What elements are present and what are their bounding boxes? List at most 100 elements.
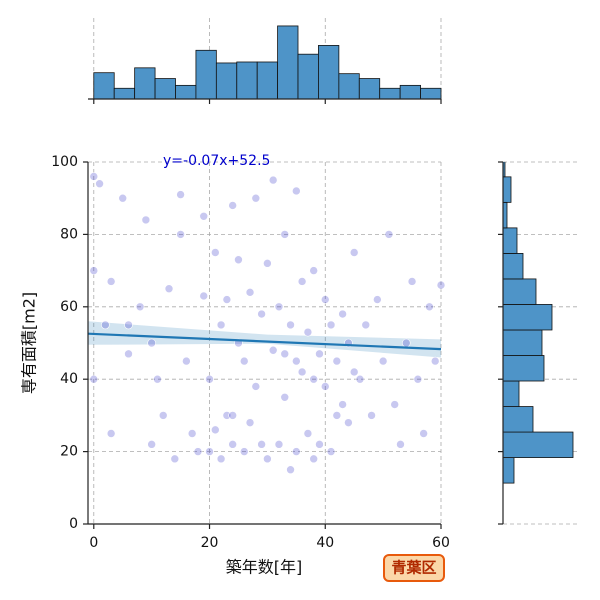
- x-tick-label: 40: [316, 535, 334, 551]
- point: [89, 266, 99, 275]
- x-axis-label: 築年数[年]: [226, 558, 303, 577]
- point: [182, 356, 191, 366]
- point: [228, 440, 237, 449]
- hist-bar: [503, 457, 515, 484]
- hist-bar: [297, 53, 319, 100]
- point: [176, 230, 185, 239]
- hist-bar: [503, 253, 524, 280]
- hist-bar: [154, 78, 176, 100]
- point: [349, 367, 359, 377]
- point: [338, 400, 347, 409]
- point: [141, 215, 151, 225]
- point: [315, 440, 324, 449]
- hist-bar: [318, 45, 340, 100]
- point: [338, 309, 347, 319]
- point: [199, 212, 209, 221]
- point: [158, 411, 168, 420]
- point: [425, 302, 434, 312]
- hist-bar: [503, 329, 543, 356]
- point: [430, 356, 440, 366]
- hist-bar: [503, 176, 512, 203]
- point: [326, 447, 336, 456]
- point: [245, 418, 255, 427]
- point: [292, 447, 301, 456]
- confidence-band: [88, 321, 441, 358]
- point: [419, 429, 428, 438]
- point: [164, 284, 174, 294]
- hist-bar: [503, 355, 545, 382]
- point: [344, 418, 353, 427]
- point: [211, 248, 220, 257]
- badge-box: [383, 554, 445, 582]
- y-tick-label: 0: [69, 516, 78, 532]
- point: [124, 349, 133, 359]
- hist-bar: [113, 87, 136, 100]
- point: [384, 230, 394, 239]
- point: [187, 429, 197, 438]
- point: [153, 374, 162, 384]
- point: [297, 277, 307, 286]
- hist-bar: [503, 304, 553, 331]
- point: [147, 338, 156, 348]
- point: [297, 367, 307, 377]
- point: [274, 440, 284, 449]
- point: [199, 291, 209, 301]
- point: [332, 356, 342, 366]
- hist-bar: [215, 62, 238, 100]
- point: [234, 255, 243, 265]
- point: [228, 201, 237, 210]
- point: [349, 248, 359, 257]
- hist-bar: [195, 49, 217, 100]
- hist-bar: [503, 162, 506, 178]
- point: [280, 349, 290, 359]
- point: [292, 186, 301, 196]
- point: [309, 374, 318, 384]
- y-tick-label: 60: [60, 299, 78, 315]
- point: [401, 338, 411, 348]
- hist-bar: [358, 78, 381, 100]
- point: [355, 374, 365, 384]
- hist-bar: [399, 84, 421, 100]
- point: [211, 425, 220, 435]
- point: [216, 320, 226, 330]
- point: [124, 320, 133, 330]
- point: [396, 440, 405, 449]
- hist-bar: [93, 72, 115, 100]
- point: [373, 295, 382, 304]
- point: [268, 175, 278, 185]
- x-tick-label: 60: [432, 535, 450, 551]
- point: [257, 309, 266, 319]
- point: [407, 277, 417, 286]
- point: [251, 193, 261, 203]
- y-tick-label: 80: [60, 226, 78, 242]
- point: [89, 374, 99, 384]
- point: [135, 302, 145, 312]
- x-tick-label: 20: [201, 535, 219, 551]
- point: [193, 447, 203, 456]
- point: [216, 454, 226, 464]
- point: [326, 320, 336, 330]
- point: [257, 440, 266, 449]
- point: [205, 374, 214, 384]
- hist-bar: [503, 227, 518, 254]
- point: [89, 172, 99, 181]
- point: [378, 356, 388, 366]
- point: [245, 288, 255, 297]
- hist-bar: [503, 380, 520, 407]
- badge: 青葉区: [391, 559, 436, 577]
- point: [118, 193, 128, 203]
- point: [106, 277, 116, 286]
- point: [332, 411, 342, 420]
- y-tick-label: 100: [51, 154, 78, 170]
- point: [263, 259, 272, 268]
- point: [320, 382, 330, 391]
- point: [239, 447, 249, 456]
- point: [413, 374, 423, 384]
- point: [320, 295, 330, 304]
- regression-line: [87, 332, 442, 351]
- point: [101, 320, 110, 330]
- point: [309, 266, 318, 275]
- point: [315, 349, 324, 359]
- hist-bar: [338, 73, 360, 100]
